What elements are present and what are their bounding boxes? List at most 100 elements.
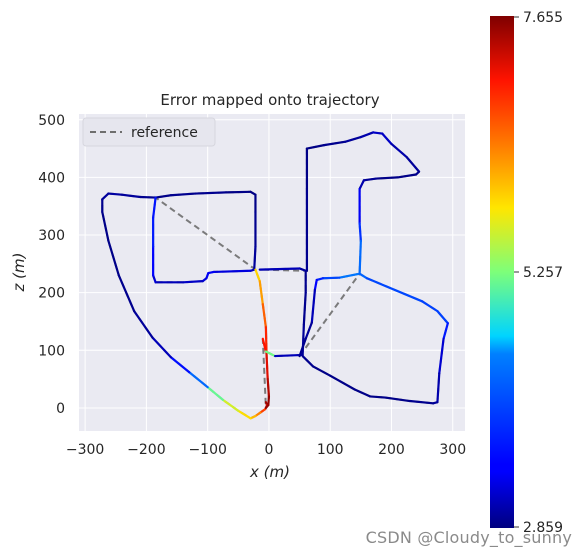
trajectory-segment <box>169 192 197 197</box>
trajectory-segment <box>258 280 264 306</box>
trajectory-segment <box>265 352 269 381</box>
trajectory-segment <box>359 131 375 139</box>
trajectory-segment <box>194 191 228 195</box>
y-tick-label: 300 <box>38 228 65 244</box>
y-tick-label: 500 <box>38 113 65 129</box>
trajectory-segment <box>353 388 372 398</box>
x-tick-label: 0 <box>264 442 273 458</box>
trajectory-segment <box>311 365 332 377</box>
trajectory-segment <box>301 323 305 357</box>
colorbar-label-mid: 5.257 <box>523 265 563 281</box>
y-tick-label: 400 <box>38 170 65 186</box>
trajectory-segment <box>381 132 393 146</box>
colorbar: 7.655 5.257 2.859 <box>490 10 563 536</box>
trajectory-segment <box>267 395 271 407</box>
trajectory-segment <box>408 399 435 405</box>
trajectory-segment <box>338 272 361 279</box>
trajectory-segment <box>298 337 307 358</box>
legend: reference <box>82 117 216 147</box>
x-axis-label: x (m) <box>249 463 290 481</box>
trajectory-segment <box>151 336 173 359</box>
trajectory-segment <box>117 274 136 313</box>
trajectory-segment <box>107 192 123 196</box>
trajectory-segment <box>421 300 439 313</box>
trajectory-segment <box>182 280 204 284</box>
plot-background <box>79 114 465 431</box>
trajectory-segment <box>368 395 387 399</box>
trajectory-segment <box>266 378 271 398</box>
trajectory-segment <box>133 310 154 339</box>
trajectory-segment <box>384 396 411 403</box>
trajectory-segment <box>261 303 267 329</box>
trajectory-segment <box>237 409 252 420</box>
trajectory-segment <box>120 193 142 199</box>
colorbar-label-max: 7.655 <box>523 10 563 26</box>
trajectory-segment <box>273 353 304 358</box>
trajectory-segment <box>139 195 157 199</box>
trajectory-segment <box>442 322 449 340</box>
trajectory-segment <box>365 277 424 303</box>
trajectory-segment <box>405 156 421 173</box>
y-tick-label: 100 <box>38 343 65 359</box>
trajectory-segment <box>101 210 110 242</box>
trajectory-segment <box>344 135 362 143</box>
x-tick-label: 200 <box>378 442 405 458</box>
trajectory-segment <box>436 372 441 404</box>
trajectory-segment <box>358 179 366 191</box>
x-tick-label: −100 <box>188 442 226 458</box>
trajectory-segment <box>358 239 362 275</box>
trajectory-segment <box>358 222 362 242</box>
trajectory-segment <box>375 176 399 180</box>
trajectory-segment <box>396 173 418 179</box>
trajectory-segment <box>371 131 384 135</box>
trajectory-segment <box>321 276 341 280</box>
trajectory-series-4 <box>301 272 449 405</box>
trajectory-segment <box>322 140 347 147</box>
trajectory-segment <box>212 269 252 274</box>
trajectory-series <box>101 131 449 420</box>
chart-title: Error mapped onto trajectory <box>160 91 379 109</box>
x-ticks: −300 −200 −100 0 100 200 300 <box>66 442 466 458</box>
trajectory-segment <box>224 190 252 194</box>
trajectory-segment <box>154 194 173 199</box>
trajectory-segment <box>264 403 270 410</box>
trajectory-segment <box>258 267 301 271</box>
trajectory-segment <box>254 268 261 283</box>
y-axis-label: z (m) <box>10 253 28 293</box>
trajectory-segment <box>261 337 267 353</box>
trajectory-segment <box>264 350 277 358</box>
y-tick-label: 200 <box>38 286 65 302</box>
trajectory-segment <box>436 310 449 325</box>
trajectory-segment <box>301 354 315 368</box>
y-ticks: 0 100 200 300 400 500 <box>38 113 65 417</box>
x-tick-label: −200 <box>127 442 165 458</box>
trajectory-segment <box>313 278 318 291</box>
trajectory-segment <box>221 398 240 412</box>
trajectory-segment <box>101 192 110 201</box>
trajectory-segment <box>152 196 157 219</box>
trajectory-segment <box>169 356 191 374</box>
trajectory-series-0 <box>101 190 269 420</box>
trajectory-segment <box>188 371 209 389</box>
trajectory-segment <box>305 144 326 150</box>
trajectory-segment <box>107 239 120 277</box>
trajectory-segment <box>438 337 445 375</box>
colorbar-gradient <box>490 16 514 528</box>
trajectory-segment <box>329 374 356 391</box>
trajectory-series-3 <box>298 131 421 358</box>
legend-reference-label: reference <box>131 125 198 141</box>
trajectory-segment <box>390 142 408 159</box>
trajectory-segment <box>304 321 313 340</box>
trajectory-segment <box>310 288 316 324</box>
x-tick-label: −300 <box>66 442 104 458</box>
x-tick-label: 100 <box>317 442 344 458</box>
trajectory-series-1 <box>254 268 271 410</box>
trajectory-segment <box>253 245 257 271</box>
trajectory-segment <box>362 177 378 182</box>
trajectory-segment <box>206 386 225 401</box>
legend-box <box>82 117 216 147</box>
colorbar-label-min: 2.859 <box>523 520 563 536</box>
trajectory-segment <box>358 272 369 280</box>
trajectory-segment <box>302 291 307 326</box>
